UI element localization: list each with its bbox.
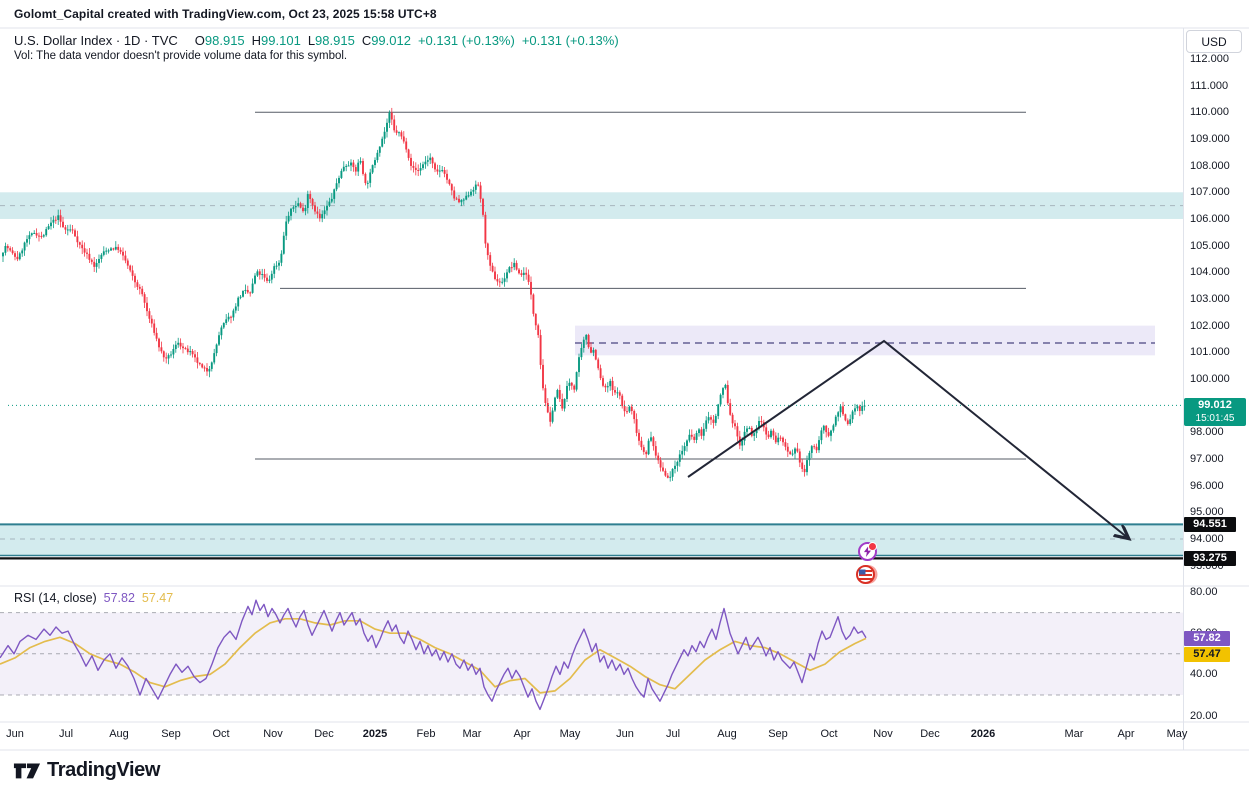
us-economic-event-icon[interactable] xyxy=(856,565,875,584)
time-axis-label[interactable]: Apr xyxy=(1117,728,1135,740)
rsi-tick: 80.00 xyxy=(1190,586,1218,598)
time-axis-label[interactable]: Dec xyxy=(314,728,334,740)
price-tick: 107.000 xyxy=(1190,186,1230,199)
time-axis-label[interactable]: Aug xyxy=(109,728,129,740)
time-axis-label[interactable]: Jul xyxy=(58,728,74,740)
time-axis-label[interactable]: 2025 xyxy=(362,728,388,740)
time-axis-label[interactable]: Nov xyxy=(263,728,283,740)
price-tick: 110.000 xyxy=(1190,106,1229,119)
change-value: +0.131 (+0.13%) xyxy=(417,33,515,48)
price-tick: 105.000 xyxy=(1190,239,1230,252)
rsi-value-label: 57.82 xyxy=(1184,631,1230,646)
currency-button[interactable]: USD xyxy=(1186,30,1242,53)
rsi-tick: 20.00 xyxy=(1190,709,1218,722)
time-axis-label[interactable]: Mar xyxy=(1064,728,1084,740)
time-axis-label[interactable]: Aug xyxy=(717,728,737,740)
time-axis-label[interactable]: Sep xyxy=(768,728,788,740)
rsi-tick: 40.00 xyxy=(1190,668,1218,681)
price-tick: 98.000 xyxy=(1190,426,1224,439)
price-tick: 109.000 xyxy=(1190,132,1230,145)
level-price-label: 94.551 xyxy=(1184,516,1236,532)
time-axis-label[interactable]: Mar xyxy=(462,728,482,740)
price-tick: 108.000 xyxy=(1190,159,1230,172)
current-price-value: 99.012 xyxy=(1198,399,1232,411)
price-tick: 102.000 xyxy=(1190,319,1230,332)
open-value: 98.915 xyxy=(204,33,245,48)
low-label: L xyxy=(307,33,316,48)
tradingview-logo-mark xyxy=(13,763,41,779)
time-axis-label[interactable]: Jun xyxy=(616,728,634,740)
lightning-bolt-icon xyxy=(863,546,872,557)
time-axis-label[interactable]: May xyxy=(1166,728,1188,740)
price-tick: 94.000 xyxy=(1190,533,1224,546)
price-tick: 101.000 xyxy=(1190,346,1230,359)
watermark-credit: Golomt_Capital created with TradingView.… xyxy=(14,7,437,21)
price-tick: 111.000 xyxy=(1190,79,1229,92)
close-label: C xyxy=(361,33,372,48)
price-tick: 96.000 xyxy=(1190,479,1224,492)
rsi-ma-value: 57.47 xyxy=(141,591,174,605)
close-value: 99.012 xyxy=(371,33,411,48)
symbol-title[interactable]: U.S. Dollar Index · 1D · TVC xyxy=(14,33,178,48)
symbol-legend[interactable]: U.S. Dollar Index · 1D · TVC O98.915 H99.1… xyxy=(14,33,619,48)
current-price-label: 99.012 15:01:45 xyxy=(1184,398,1246,426)
price-tick: 106.000 xyxy=(1190,212,1230,225)
price-tick: 95.000 xyxy=(1190,506,1224,519)
economic-event-icon[interactable] xyxy=(858,542,877,561)
price-tick: 104.000 xyxy=(1190,266,1230,279)
change-value-2: +0.131 (+0.13%) xyxy=(521,33,619,48)
time-axis-label[interactable]: Sep xyxy=(161,728,181,740)
tradingview-wordmark: TradingView xyxy=(47,758,161,781)
high-label: H xyxy=(251,33,262,48)
price-tick: 97.000 xyxy=(1190,453,1224,465)
price-tick: 100.000 xyxy=(1190,373,1230,385)
rsi-legend[interactable]: RSI (14, close) 57.82 57.47 xyxy=(14,591,173,605)
price-tick: 112.000 xyxy=(1190,52,1229,65)
high-value: 99.101 xyxy=(261,33,301,48)
event-alert-dot xyxy=(868,542,877,551)
rsi-ma-value-label: 57.47 xyxy=(1184,647,1230,662)
time-axis-label[interactable]: Dec xyxy=(920,728,940,740)
time-axis-label[interactable]: Apr xyxy=(513,728,531,740)
price-tick: 103.000 xyxy=(1190,292,1230,305)
time-axis-label[interactable]: Jul xyxy=(665,728,681,740)
rsi-title[interactable]: RSI xyxy=(14,591,35,605)
level-price-label: 93.275 xyxy=(1184,550,1236,566)
us-flag-icon xyxy=(859,569,872,580)
tradingview-logo[interactable]: TradingView xyxy=(13,758,160,782)
time-axis-label[interactable]: Oct xyxy=(212,728,230,740)
time-axis-label[interactable]: Nov xyxy=(873,728,893,740)
bar-countdown: 15:01:45 xyxy=(1195,413,1235,424)
time-axis-label[interactable]: 2026 xyxy=(970,728,996,740)
time-axis-label[interactable]: Jun xyxy=(6,728,24,740)
time-axis-label[interactable]: Feb xyxy=(416,728,436,740)
low-value: 98.915 xyxy=(315,33,355,48)
rsi-value: 57.82 xyxy=(103,591,135,605)
open-label: O xyxy=(194,33,205,48)
time-axis-label[interactable]: Oct xyxy=(820,728,838,740)
rsi-params: (14, close) xyxy=(38,591,97,605)
time-axis-label[interactable]: May xyxy=(559,728,581,740)
volume-note: Vol: The data vendor doesn't provide vol… xyxy=(14,50,348,62)
